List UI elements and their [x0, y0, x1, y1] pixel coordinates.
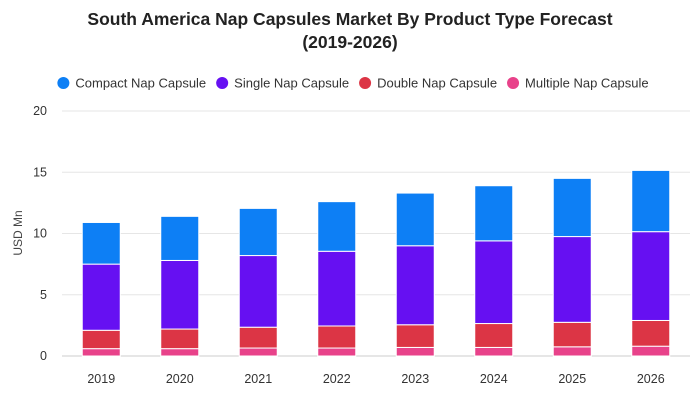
chart-title-line-2: (2019-2026) — [302, 32, 397, 52]
legend: Compact Nap Capsule Single Nap Capsule Dou… — [57, 76, 649, 91]
x-tick-label: 2025 — [558, 372, 586, 386]
y-axis-label: USD Mn — [11, 210, 25, 255]
bar-segment — [631, 319, 671, 347]
y-tick-label: 10 — [33, 227, 47, 241]
bar-segment — [81, 329, 121, 350]
bar-segment — [474, 323, 514, 348]
bar-segment — [474, 240, 514, 325]
bar-segment — [317, 250, 357, 327]
bar-segment — [160, 215, 200, 261]
bar-segment — [238, 207, 278, 257]
legend-swatch — [216, 77, 229, 89]
bar-segment — [160, 348, 200, 357]
y-tick-label: 15 — [33, 165, 47, 179]
legend-label: Compact Nap Capsule — [75, 76, 206, 91]
bar-segment — [317, 347, 357, 357]
legend-item: Compact Nap Capsule — [57, 76, 206, 91]
bar-segment — [552, 236, 592, 323]
legend-label: Double Nap Capsule — [377, 76, 497, 91]
x-tick-label: 2020 — [166, 372, 194, 386]
gridlines — [62, 110, 690, 357]
bar-segment — [238, 347, 278, 357]
bar-segment — [552, 321, 592, 348]
legend-label: Multiple Nap Capsule — [525, 76, 649, 91]
bars — [81, 169, 671, 357]
bar-segment — [474, 185, 514, 242]
legend-label: Single Nap Capsule — [234, 76, 349, 91]
legend-swatch — [359, 77, 372, 89]
x-tick-label: 2024 — [480, 372, 508, 386]
x-tick-label: 2021 — [244, 372, 272, 386]
chart-title-line-1: South America Nap Capsules Market By Pro… — [87, 9, 612, 29]
y-tick-label: 5 — [40, 288, 47, 302]
legend-item: Double Nap Capsule — [359, 76, 497, 91]
bar-segment — [395, 192, 435, 247]
bar-segment — [81, 221, 121, 265]
bar-segment — [81, 263, 121, 331]
bar-segment — [238, 255, 278, 328]
x-tick-label: 2022 — [323, 372, 351, 386]
bar-segment — [238, 326, 278, 349]
bar-segment — [317, 325, 357, 349]
x-tick-label: 2026 — [637, 372, 665, 386]
bar-segment — [552, 177, 592, 238]
bar-segment — [81, 348, 121, 357]
legend-item: Single Nap Capsule — [216, 76, 349, 91]
bar-segment — [317, 201, 357, 252]
y-tick-label: 0 — [40, 349, 47, 363]
x-tick-label: 2023 — [401, 372, 429, 386]
legend-swatch — [507, 77, 520, 89]
bar-segment — [395, 324, 435, 348]
legend-item: Multiple Nap Capsule — [507, 76, 649, 91]
bar-segment — [631, 345, 671, 357]
bar-segment — [552, 346, 592, 357]
x-tick-label: 2019 — [87, 372, 115, 386]
bar-segment — [631, 231, 671, 321]
legend-swatch — [57, 77, 70, 89]
y-tick-label: 20 — [33, 104, 47, 118]
x-axis-ticks: 2019 2020 2021 2022 2023 2024 2025 2026 — [87, 372, 664, 386]
bar-segment — [631, 169, 671, 233]
y-axis-ticks: 0 5 10 15 20 — [33, 104, 47, 363]
bar-segment — [395, 346, 435, 357]
bar-segment — [474, 346, 514, 357]
bar-segment — [395, 245, 435, 326]
bar-segment — [160, 328, 200, 350]
bar-segment — [160, 259, 200, 330]
